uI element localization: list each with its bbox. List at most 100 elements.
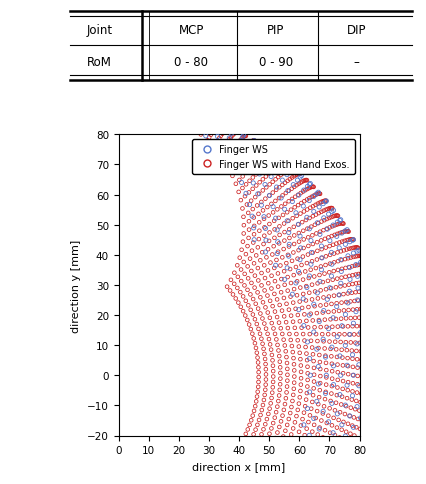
Point <box>343 237 349 244</box>
Point <box>332 284 339 291</box>
Point <box>247 306 253 314</box>
Point <box>259 345 266 353</box>
Point <box>232 181 239 188</box>
Point <box>377 378 384 385</box>
Point <box>240 435 247 442</box>
Point <box>317 237 324 245</box>
Point <box>240 222 247 229</box>
Point <box>237 439 244 447</box>
Point <box>373 305 380 313</box>
Point <box>239 238 246 246</box>
Point <box>297 381 304 389</box>
Point <box>150 106 157 114</box>
Point <box>281 276 288 284</box>
Point <box>184 114 191 122</box>
Point <box>222 126 229 134</box>
Point <box>254 211 261 218</box>
Point <box>240 258 247 266</box>
Point <box>352 435 359 443</box>
Point <box>197 131 204 139</box>
Point <box>333 410 340 418</box>
Point <box>238 162 245 170</box>
Point <box>242 170 249 178</box>
Point <box>259 315 265 323</box>
Point <box>380 325 387 333</box>
Point <box>319 335 326 343</box>
Point <box>380 323 386 331</box>
Point <box>333 392 340 399</box>
Point <box>363 409 369 417</box>
Point <box>284 166 291 174</box>
Point <box>335 244 342 252</box>
Point <box>332 212 339 220</box>
Point <box>327 214 334 222</box>
Point <box>333 440 340 448</box>
Point <box>315 317 322 324</box>
Point <box>257 154 264 162</box>
Point <box>360 400 367 408</box>
Point <box>370 340 377 348</box>
Point <box>353 306 360 314</box>
Point <box>303 183 310 191</box>
Point <box>337 256 343 264</box>
Point <box>361 391 368 399</box>
Point <box>150 104 157 111</box>
Point <box>317 246 324 254</box>
Point <box>277 160 284 168</box>
Point <box>376 372 383 379</box>
Point <box>282 300 289 308</box>
Point <box>183 119 190 127</box>
Point <box>308 258 315 266</box>
Point <box>176 114 183 122</box>
Y-axis label: direction y [mm]: direction y [mm] <box>71 239 81 332</box>
Point <box>261 386 268 394</box>
Point <box>325 211 331 219</box>
Point <box>225 136 232 144</box>
Point <box>276 470 283 478</box>
Point <box>351 314 358 322</box>
Point <box>374 332 381 339</box>
Point <box>308 281 315 289</box>
Point <box>344 255 351 263</box>
Point <box>273 227 280 234</box>
Point <box>360 348 367 356</box>
Point <box>296 257 303 264</box>
Point <box>259 445 265 453</box>
Point <box>285 437 292 444</box>
Point <box>243 143 250 151</box>
Point <box>290 379 297 387</box>
Point <box>291 456 297 464</box>
Point <box>316 358 322 366</box>
Point <box>351 289 358 297</box>
Point <box>347 404 354 412</box>
Point <box>326 397 333 405</box>
Point <box>230 145 236 153</box>
Point <box>371 358 378 366</box>
Point <box>318 331 325 338</box>
Point <box>299 203 306 211</box>
Point <box>354 361 361 369</box>
Point <box>368 278 375 286</box>
Point <box>214 121 221 129</box>
Point <box>348 237 355 244</box>
Point <box>355 288 362 296</box>
Point <box>279 464 286 472</box>
Point <box>303 284 310 292</box>
Point <box>301 177 308 185</box>
Point <box>169 109 176 117</box>
Point <box>289 348 296 356</box>
Point <box>277 418 284 425</box>
Point <box>336 408 343 416</box>
Point <box>322 207 328 214</box>
Point <box>264 450 271 458</box>
Point <box>294 337 300 345</box>
Point <box>216 128 223 136</box>
Point <box>265 229 272 237</box>
Point <box>292 467 299 475</box>
Point <box>377 323 383 331</box>
Point <box>332 316 339 323</box>
Point <box>351 339 358 347</box>
Point <box>302 177 309 184</box>
Point <box>361 270 368 277</box>
Point <box>326 316 333 323</box>
